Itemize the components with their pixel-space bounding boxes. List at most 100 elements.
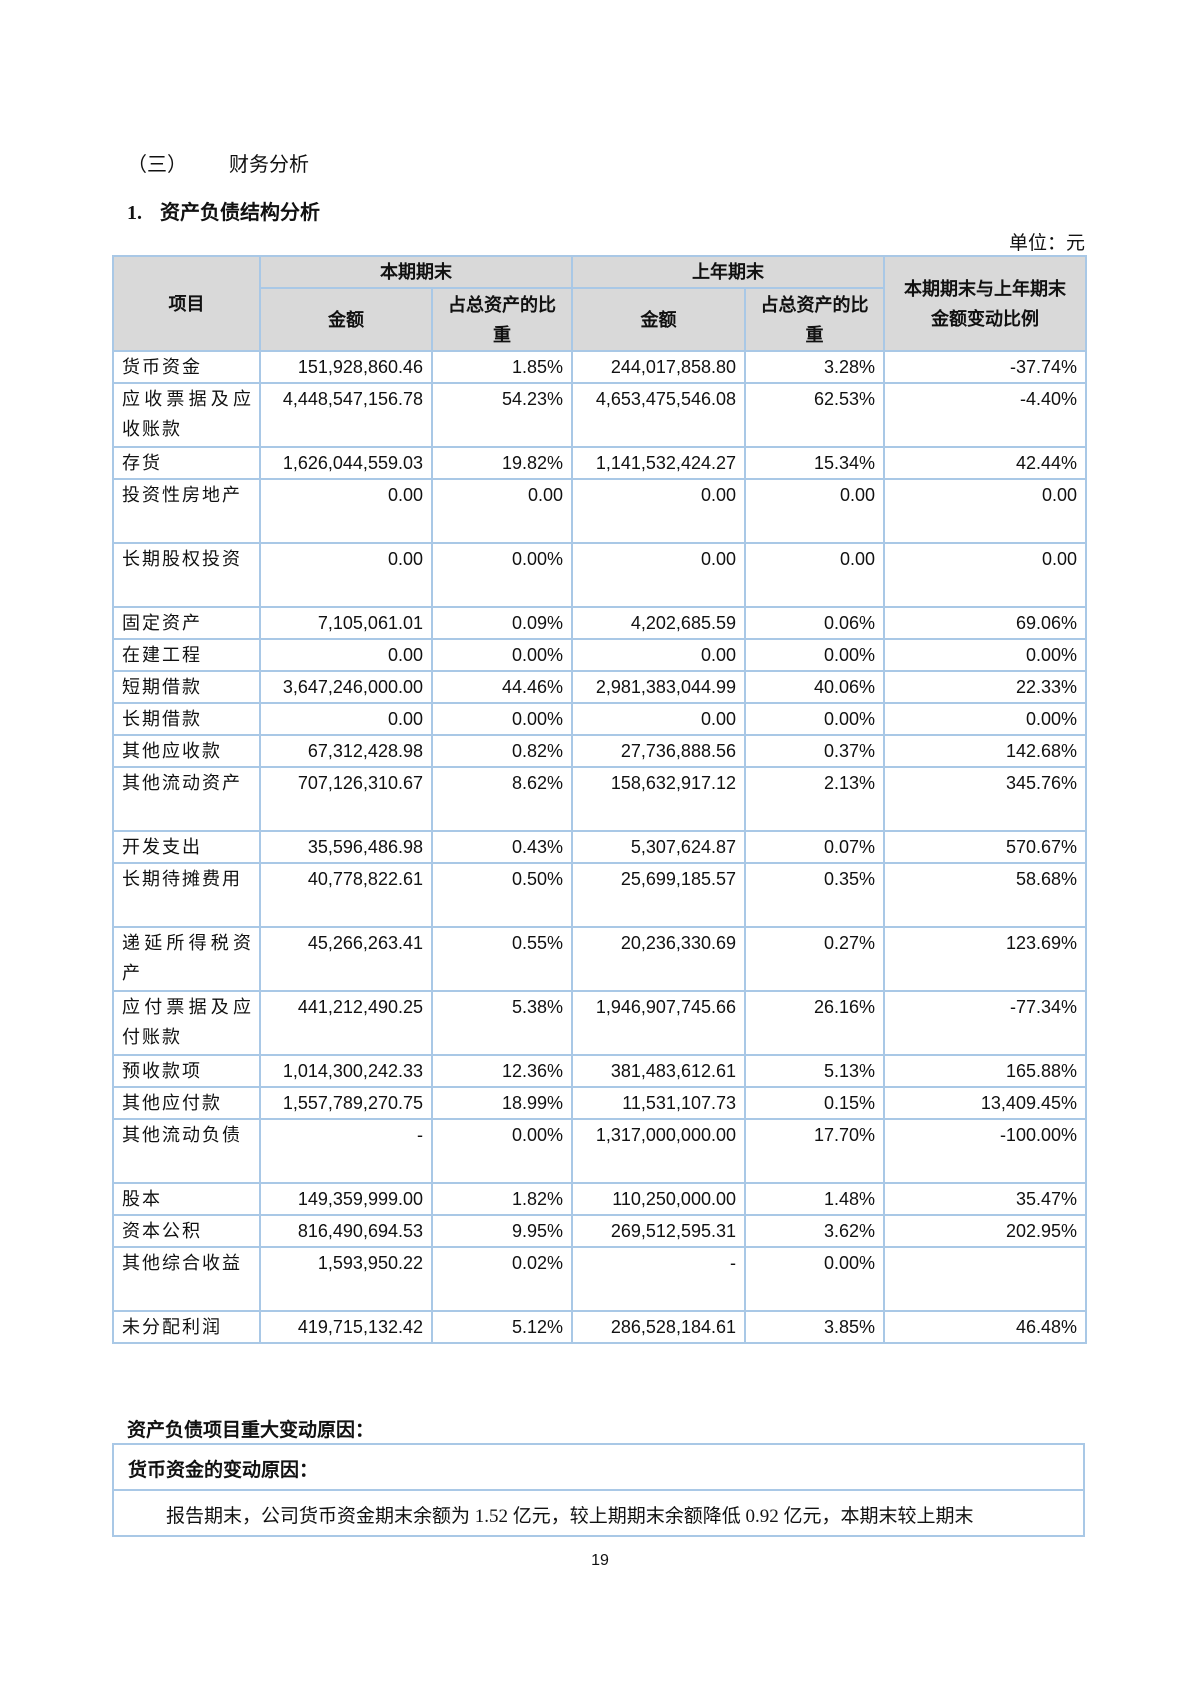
current-amount: 0.00 xyxy=(259,542,433,608)
section-heading: （三） 财务分析 xyxy=(127,148,309,177)
table-row: 长期股权投资 0.00 0.00% 0.00 0.00 0.00 xyxy=(112,542,1087,608)
table-row: 长期待摊费用 40,778,822.61 0.50% 25,699,185.57 0.3… xyxy=(112,862,1087,928)
current-ratio: 5.38% xyxy=(431,990,573,1056)
current-amount: 149,359,999.00 xyxy=(259,1182,433,1216)
current-ratio: 18.99% xyxy=(431,1086,573,1120)
previous-ratio: 26.16% xyxy=(744,990,885,1056)
previous-ratio: 0.00% xyxy=(744,1246,885,1312)
unit-label: 单位：元 xyxy=(1008,233,1085,254)
previous-ratio: 0.07% xyxy=(744,830,885,864)
table-row: 预收款项 1,014,300,242.33 12.36% 381,483,612.61… xyxy=(112,1054,1087,1088)
previous-amount: 381,483,612.61 xyxy=(571,1054,746,1088)
previous-amount: 11,531,107.73 xyxy=(571,1086,746,1120)
current-amount: 7,105,061.01 xyxy=(259,606,433,640)
previous-ratio: 2.13% xyxy=(744,766,885,832)
current-amount: 1,593,950.22 xyxy=(259,1246,433,1312)
header-current: 本期期末 xyxy=(259,255,573,289)
item-name: 其他应付款 xyxy=(112,1086,261,1120)
current-ratio: 0.00% xyxy=(431,702,573,736)
previous-ratio: 5.13% xyxy=(744,1054,885,1088)
change-ratio: -77.34% xyxy=(883,990,1087,1056)
current-amount: 45,266,263.41 xyxy=(259,926,433,992)
previous-amount: 2,981,383,044.99 xyxy=(571,670,746,704)
previous-amount: 4,653,475,546.08 xyxy=(571,382,746,448)
current-ratio: 1.82% xyxy=(431,1182,573,1216)
current-ratio: 0.50% xyxy=(431,862,573,928)
item-name: 长期股权投资 xyxy=(112,542,261,608)
section-title: 财务分析 xyxy=(229,154,309,176)
previous-ratio: 3.85% xyxy=(744,1310,885,1344)
previous-amount: 1,317,000,000.00 xyxy=(571,1118,746,1184)
item-name: 在建工程 xyxy=(112,638,261,672)
header-current-ratio: 占总资产的比重 xyxy=(431,287,573,352)
table-row: 长期借款 0.00 0.00% 0.00 0.00% 0.00% xyxy=(112,702,1087,736)
reason-text: 报告期末，公司货币资金期末余额为 1.52 亿元，较上期期末余额降低 0.92 … xyxy=(166,1506,974,1527)
table-row: 应付票据及应付账款 441,212,490.25 5.38% 1,946,907,74… xyxy=(112,990,1087,1056)
table-row: 短期借款 3,647,246,000.00 44.46% 2,981,383,044.… xyxy=(112,670,1087,704)
page-number: 19 xyxy=(591,1552,609,1569)
change-ratio: 202.95% xyxy=(883,1214,1087,1248)
previous-amount: 110,250,000.00 xyxy=(571,1182,746,1216)
item-name: 长期借款 xyxy=(112,702,261,736)
current-amount: 707,126,310.67 xyxy=(259,766,433,832)
change-ratio: 46.48% xyxy=(883,1310,1087,1344)
previous-ratio: 15.34% xyxy=(744,446,885,480)
previous-amount: 158,632,917.12 xyxy=(571,766,746,832)
item-name: 其他流动资产 xyxy=(112,766,261,832)
current-ratio: 19.82% xyxy=(431,446,573,480)
reasons-title: 资产负债项目重大变动原因： xyxy=(127,1420,375,1441)
item-name: 未分配利润 xyxy=(112,1310,261,1344)
current-ratio: 0.55% xyxy=(431,926,573,992)
table-row: 在建工程 0.00 0.00% 0.00 0.00% 0.00% xyxy=(112,638,1087,672)
current-ratio: 0.43% xyxy=(431,830,573,864)
previous-amount: 27,736,888.56 xyxy=(571,734,746,768)
subsection-heading: 1. 资产负债结构分析 xyxy=(127,196,320,225)
change-ratio: 42.44% xyxy=(883,446,1087,480)
previous-ratio: 0.35% xyxy=(744,862,885,928)
change-ratio: 22.33% xyxy=(883,670,1087,704)
current-ratio: 0.82% xyxy=(431,734,573,768)
current-ratio: 5.12% xyxy=(431,1310,573,1344)
current-ratio: 1.85% xyxy=(431,350,573,384)
current-amount: 0.00 xyxy=(259,638,433,672)
previous-ratio: 0.37% xyxy=(744,734,885,768)
current-amount: 40,778,822.61 xyxy=(259,862,433,928)
current-ratio: 0.00% xyxy=(431,638,573,672)
current-amount: 3,647,246,000.00 xyxy=(259,670,433,704)
change-ratio: 69.06% xyxy=(883,606,1087,640)
previous-ratio: 0.00% xyxy=(744,702,885,736)
previous-ratio: 3.62% xyxy=(744,1214,885,1248)
previous-amount: 5,307,624.87 xyxy=(571,830,746,864)
current-ratio: 54.23% xyxy=(431,382,573,448)
header-current-amount: 金额 xyxy=(259,287,433,352)
previous-ratio: 3.28% xyxy=(744,350,885,384)
change-ratio: 0.00% xyxy=(883,638,1087,672)
header-previous-amount: 金额 xyxy=(571,287,746,352)
previous-amount: 0.00 xyxy=(571,542,746,608)
table-row: 投资性房地产 0.00 0.00 0.00 0.00 0.00 xyxy=(112,478,1087,544)
current-amount: - xyxy=(259,1118,433,1184)
current-ratio: 9.95% xyxy=(431,1214,573,1248)
change-ratio: -100.00% xyxy=(883,1118,1087,1184)
change-ratio: -37.74% xyxy=(883,350,1087,384)
current-ratio: 0.02% xyxy=(431,1246,573,1312)
item-name: 投资性房地产 xyxy=(112,478,261,544)
previous-ratio: 0.00% xyxy=(744,638,885,672)
table-row: 其他流动资产 707,126,310.67 8.62% 158,632,917.12 2… xyxy=(112,766,1087,832)
current-ratio: 0.00% xyxy=(431,542,573,608)
previous-amount: 286,528,184.61 xyxy=(571,1310,746,1344)
change-ratio: 165.88% xyxy=(883,1054,1087,1088)
current-amount: 0.00 xyxy=(259,702,433,736)
current-amount: 1,557,789,270.75 xyxy=(259,1086,433,1120)
table-row: 固定资产 7,105,061.01 0.09% 4,202,685.59 0.06% 69… xyxy=(112,606,1087,640)
previous-amount: 0.00 xyxy=(571,478,746,544)
previous-ratio: 62.53% xyxy=(744,382,885,448)
previous-amount: 1,141,532,424.27 xyxy=(571,446,746,480)
table-row: 存货 1,626,044,559.03 19.82% 1,141,532,424.27… xyxy=(112,446,1087,480)
table-row: 其他应收款 67,312,428.98 0.82% 27,736,888.56 0.37… xyxy=(112,734,1087,768)
current-amount: 4,448,547,156.78 xyxy=(259,382,433,448)
current-ratio: 44.46% xyxy=(431,670,573,704)
previous-ratio: 0.00 xyxy=(744,478,885,544)
previous-ratio: 0.00 xyxy=(744,542,885,608)
reason-divider xyxy=(114,1489,1083,1491)
